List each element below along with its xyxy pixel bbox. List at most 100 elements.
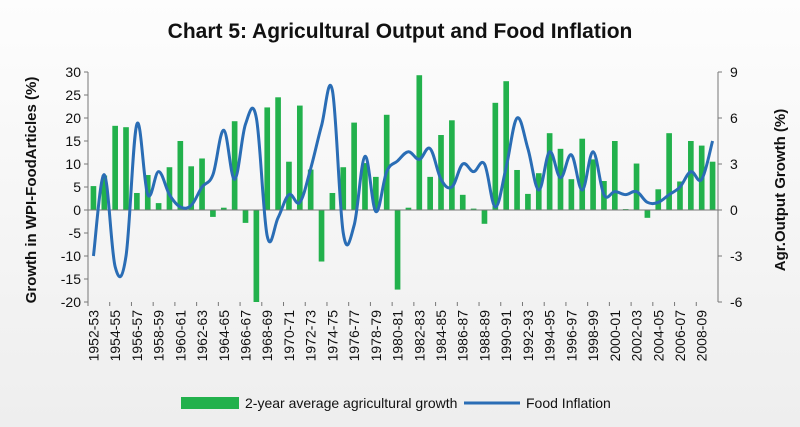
bar-2005-06 [666, 133, 672, 210]
bar-1973-74 [318, 210, 325, 262]
line-series [91, 83, 715, 279]
x-tick-label: 1998-99 [585, 310, 601, 362]
bar-1960-61 [177, 141, 184, 210]
right-tick-label: -3 [730, 248, 743, 264]
bar-1964-65 [220, 207, 227, 210]
bar-1987-88 [470, 208, 477, 210]
bar-1977-78 [362, 163, 368, 210]
right-axis-ticks: -6 -3 0 3 6 9 [718, 64, 743, 310]
x-tick-label: 1980-81 [390, 310, 406, 362]
bar-1954-55 [112, 125, 118, 210]
left-tick-label: 0 [73, 202, 81, 218]
bar-2004-05 [655, 189, 662, 210]
right-tick-label: -6 [730, 294, 743, 310]
bar-1982-83 [416, 75, 423, 210]
x-tick-label: 1978-79 [368, 310, 384, 362]
x-tick-label: 1970-71 [281, 310, 297, 362]
bar-1959-60 [166, 167, 173, 210]
x-tick-label: 1986-87 [455, 310, 471, 362]
legend-bar-label: 2-year average agricultural growth [245, 395, 457, 411]
x-tick-label: 1952-53 [85, 310, 101, 362]
bar-2000-01 [611, 141, 618, 210]
left-tick-label: -20 [61, 294, 81, 310]
x-tick-label: 1982-83 [411, 310, 427, 362]
bar-1976-77 [351, 122, 357, 210]
legend-line-label: Food Inflation [526, 395, 611, 411]
bar-1990-91 [503, 81, 510, 210]
bar-1968-69 [264, 107, 271, 210]
x-tick-label: 2000-01 [607, 310, 623, 362]
bar-1980-81 [394, 210, 401, 290]
bar-1961-62 [188, 166, 195, 210]
left-tick-label: -10 [61, 248, 81, 264]
x-tick-label: 2006-07 [672, 310, 688, 362]
bar-1965-66 [231, 121, 238, 210]
x-tick-label: 1962-63 [194, 310, 210, 362]
left-tick-label: 25 [65, 87, 81, 103]
x-tick-label: 1954-55 [107, 310, 123, 362]
x-tick-label: 1968-69 [259, 310, 275, 362]
bar-1963-64 [210, 210, 216, 217]
bar-1958-59 [155, 203, 162, 210]
bar-1956-57 [134, 192, 140, 210]
chart-title: Chart 5: Agricultural Output and Food In… [168, 20, 633, 43]
bar-1991-92 [514, 169, 520, 210]
y-axis-right-title: Agr.Output Growth (%) [772, 109, 789, 271]
bar-1979-80 [383, 114, 390, 210]
x-tick-label: 1966-67 [238, 310, 254, 362]
left-axis-ticks: -20 -15 -10 -5 0 5 10 15 20 25 30 [61, 64, 88, 310]
food-inflation-line [91, 83, 715, 279]
left-tick-label: 20 [65, 110, 81, 126]
x-tick-label: 1960-61 [172, 310, 188, 362]
x-tick-label: 1976-77 [346, 310, 362, 362]
bar-1966-67 [242, 210, 249, 223]
bar-1953-54 [101, 175, 108, 210]
x-tick-label: 2004-05 [650, 310, 666, 362]
right-tick-label: 0 [730, 202, 738, 218]
left-tick-label: -15 [61, 271, 81, 287]
bar-1969-70 [275, 97, 281, 210]
bar-1978-79 [373, 176, 379, 210]
bar-1972-73 [307, 169, 314, 210]
bar-1975-76 [340, 167, 347, 210]
bar-1989-90 [492, 102, 499, 210]
x-tick-label: 1992-93 [520, 310, 536, 362]
bar-series [90, 75, 716, 302]
bar-1993-94 [535, 173, 542, 210]
x-tick-label: 1990-91 [498, 310, 514, 362]
bar-2007-08 [688, 141, 694, 210]
bar-1985-86 [449, 120, 455, 210]
x-tick-label: 1964-65 [216, 310, 232, 362]
right-tick-label: 3 [730, 156, 738, 172]
left-tick-label: -5 [69, 225, 82, 241]
right-tick-label: 9 [730, 64, 738, 80]
x-tick-label: 1974-75 [324, 310, 340, 362]
bar-1967-68 [253, 210, 260, 302]
x-tick-label: 1956-57 [129, 310, 145, 362]
bar-1981-82 [405, 207, 412, 210]
left-tick-label: 5 [73, 179, 81, 195]
bar-1997-98 [579, 138, 586, 210]
bar-1955-56 [123, 127, 129, 210]
bar-2002-03 [633, 163, 640, 210]
x-tick-label: 1984-85 [433, 310, 449, 362]
y-axis-left-title: Growth in WPI-FoodArticles (%) [23, 77, 40, 304]
x-tick-label: 1988-89 [476, 310, 492, 362]
bar-1988-89 [481, 210, 488, 224]
x-tick-label: 1994-95 [542, 310, 558, 362]
left-tick-label: 30 [65, 64, 81, 80]
bar-1962-63 [199, 158, 205, 210]
x-tick-label: 2008-09 [694, 310, 710, 362]
bar-1995-96 [557, 148, 564, 210]
bar-2003-04 [644, 210, 651, 218]
x-tick-label: 1996-97 [563, 310, 579, 362]
bar-1996-97 [568, 179, 575, 210]
bar-1998-99 [590, 159, 596, 210]
bar-1986-87 [459, 194, 466, 210]
bar-1970-71 [286, 161, 292, 210]
bar-2006-07 [677, 181, 683, 210]
x-tick-label: 1972-73 [303, 310, 319, 362]
x-tick-label: 1958-59 [151, 310, 167, 362]
